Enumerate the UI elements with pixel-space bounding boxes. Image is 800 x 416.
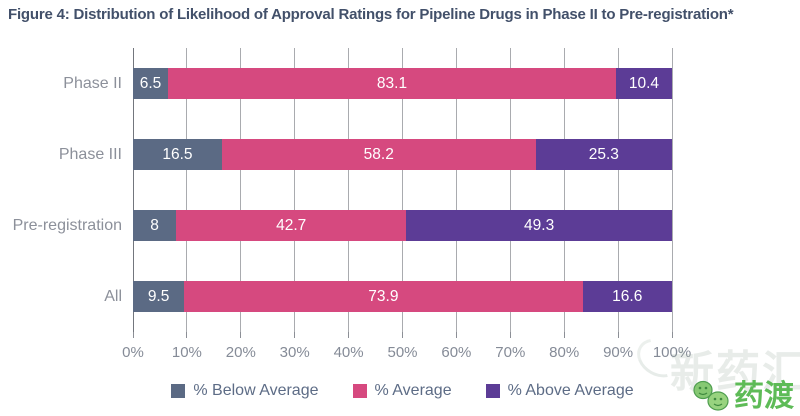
x-tick-label: 0%: [122, 344, 144, 361]
x-tick: [240, 332, 242, 338]
bar-segment: 49.3: [406, 210, 672, 241]
x-tick: [402, 332, 403, 338]
bar-row: Pre-registration 8 42.7 49.3: [13, 190, 672, 261]
x-tick-label: 10%: [171, 344, 202, 361]
category-label: Pre-registration: [12, 216, 122, 234]
legend-swatch: [352, 384, 367, 398]
stacked-bar: 9.5 73.9 16.6: [133, 281, 672, 312]
stacked-bar: 8 42.7 49.3: [133, 210, 672, 241]
x-tick: [294, 332, 296, 338]
x-tick-label: 40%: [333, 344, 364, 361]
bar-segment: 9.5: [133, 281, 185, 312]
gridline: [186, 48, 188, 332]
category-label: All: [104, 287, 122, 305]
x-tick: [509, 332, 511, 338]
legend-item: % Average: [352, 382, 452, 400]
gridline: [240, 48, 242, 332]
x-tick: [671, 332, 673, 338]
gridline: [133, 48, 134, 338]
x-tick-label: 80%: [549, 344, 580, 361]
bar-rows: Phase II 6.5 83.1 10.4 Phase III 16.5 58.2 25.3…: [13, 48, 672, 332]
legend: % Below Average % Average % Above Average: [133, 382, 672, 400]
bar-segment: 8: [133, 210, 177, 241]
x-tick: [617, 332, 619, 338]
bar-segment: 73.9: [184, 281, 583, 312]
category-label: Phase III: [58, 145, 122, 163]
bar-row: All 9.5 73.9 16.6: [104, 261, 672, 332]
category-label: Phase II: [63, 74, 122, 92]
bar-segment: 6.5: [133, 68, 169, 99]
legend-item: % Above Average: [485, 382, 634, 400]
bar-segment: 25.3: [535, 139, 672, 170]
bar-segment: 16.5: [133, 139, 222, 170]
bar-row: Phase III 16.5 58.2 25.3: [59, 119, 672, 190]
legend-label: % Above Average: [507, 382, 634, 399]
gridline: [671, 48, 673, 332]
figure-title: Figure 4: Distribution of Likelihood of …: [8, 6, 734, 23]
legend-label: % Below Average: [193, 382, 319, 399]
plot-area: Phase II 6.5 83.1 10.4 Phase III 16.5 58.2 25.3…: [13, 48, 691, 361]
gridline: [509, 48, 511, 332]
x-tick: [132, 332, 134, 338]
stacked-bar: 6.5 83.1 10.4: [133, 68, 672, 99]
x-tick: [348, 332, 350, 338]
bar-segment: 42.7: [176, 210, 407, 241]
gridline: [402, 48, 403, 332]
bar-segment: 16.6: [582, 281, 672, 312]
gridline: [348, 48, 350, 332]
x-tick-label: 100%: [652, 344, 692, 361]
watermark-logo-icon: [693, 380, 729, 411]
x-tick: [563, 332, 565, 338]
gridline: [617, 48, 619, 332]
bar-segment: 83.1: [168, 68, 616, 99]
legend-swatch: [485, 384, 500, 398]
stacked-bar: 16.5 58.2 25.3: [133, 139, 672, 170]
x-tick: [186, 332, 188, 338]
watermark-text: 药渡: [734, 380, 794, 413]
x-tick-label: 60%: [441, 344, 472, 361]
bar-segment: 58.2: [221, 139, 536, 170]
bar-row: Phase II 6.5 83.1 10.4: [63, 48, 672, 119]
x-tick-label: 50%: [387, 344, 418, 361]
legend-swatch: [171, 384, 186, 398]
gridline: [294, 48, 296, 332]
x-tick-label: 70%: [495, 344, 526, 361]
x-tick: [455, 332, 457, 338]
watermark-logo-row: 药渡: [692, 378, 794, 412]
gridline: [563, 48, 565, 332]
gridline: [455, 48, 457, 332]
x-tick-label: 90%: [603, 344, 634, 361]
x-tick-label: 20%: [225, 344, 256, 361]
legend-item: % Below Average: [171, 382, 319, 400]
legend-label: % Average: [374, 382, 452, 399]
x-tick-label: 30%: [279, 344, 310, 361]
bar-segment: 10.4: [615, 68, 672, 99]
